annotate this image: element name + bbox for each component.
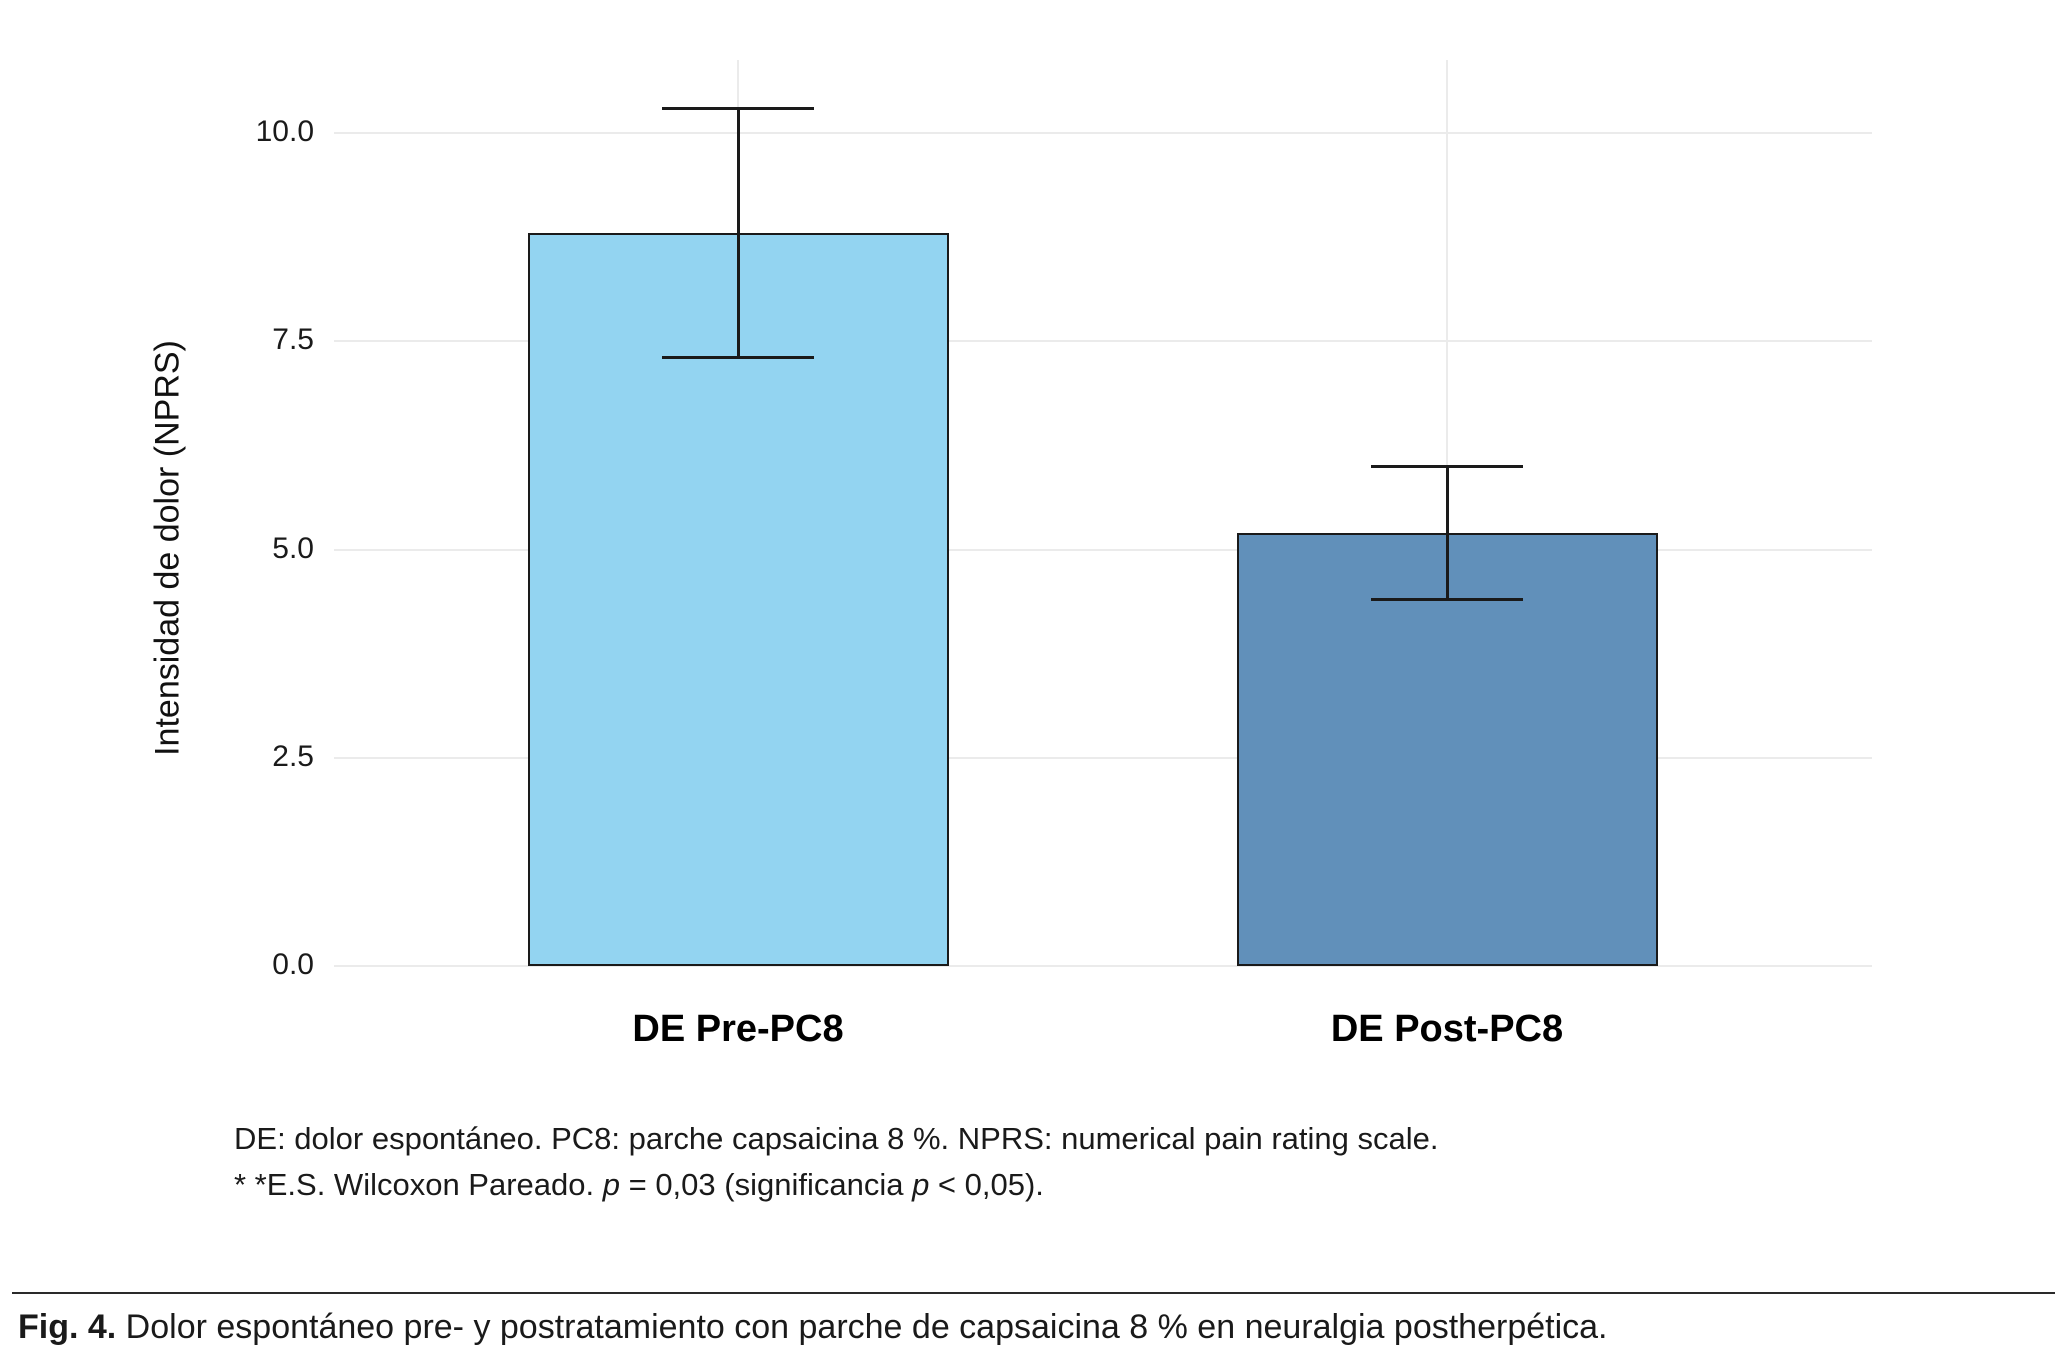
footnote-italic-p: p (602, 1167, 620, 1202)
y-tick-label: 0.0 (272, 948, 314, 981)
x-category-label-de-pre-pc8: DE Pre-PC8 (632, 1008, 844, 1050)
y-tick-label: 5.0 (272, 531, 314, 565)
footnote-text-segment: * *E.S. Wilcoxon Pareado. (234, 1167, 603, 1202)
y-tick-label: 7.5 (272, 323, 314, 357)
h-gridline (334, 756, 1872, 759)
h-gridline (334, 965, 1872, 967)
footnote-text-segment: = 0,03 (significancia (619, 1167, 913, 1202)
y-tick-label: 10.0 (255, 115, 314, 148)
figure-caption-text: Dolor espontáneo pre- y postratamiento c… (116, 1308, 1608, 1346)
footnote-line-2: * *E.S. Wilcoxon Pareado. p = 0,03 (sign… (234, 1162, 1438, 1208)
figure-caption: Fig. 4. Dolor espontáneo pre- y postrata… (18, 1308, 1608, 1347)
error-bar-cap-top-de-post-pc8 (1371, 464, 1523, 468)
error-bar-line-de-pre-pc8 (736, 108, 740, 358)
footnote: DE: dolor espontáneo. PC8: parche capsai… (234, 1116, 1438, 1208)
h-gridline (334, 548, 1872, 551)
error-bar-cap-bottom-de-post-pc8 (1371, 597, 1523, 601)
h-gridline (334, 340, 1872, 343)
x-category-label-de-post-pc8: DE Post-PC8 (1330, 1008, 1564, 1050)
error-bar-cap-bottom-de-pre-pc8 (662, 356, 814, 360)
y-tick-label: 2.5 (272, 739, 314, 773)
footnote-italic-p: p (912, 1167, 930, 1202)
h-gridline (334, 132, 1872, 134)
caption-divider (12, 1292, 2055, 1294)
error-bar-cap-top-de-pre-pc8 (662, 106, 814, 110)
figure-caption-label: Fig. 4. (18, 1308, 117, 1346)
footnote-line-1: DE: dolor espontáneo. PC8: parche capsai… (234, 1121, 1439, 1156)
footnote-text-segment: < 0,05). (929, 1167, 1044, 1202)
error-bar-line-de-post-pc8 (1445, 466, 1449, 600)
